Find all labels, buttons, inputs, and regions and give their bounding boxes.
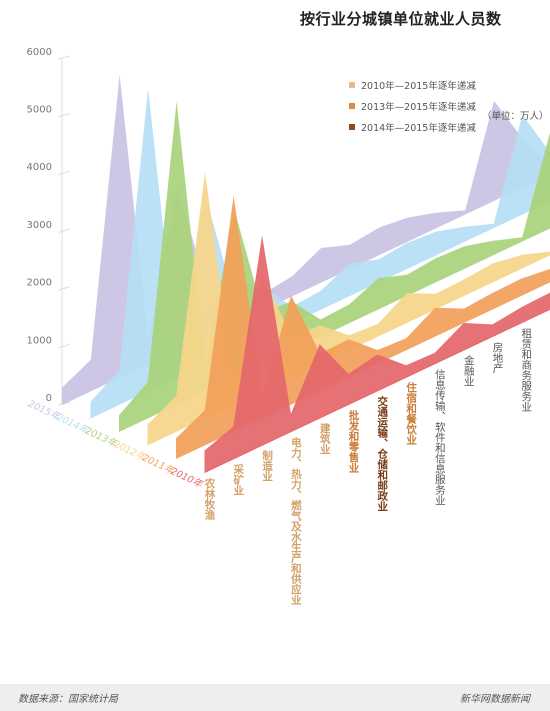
series-label-2010年: 2010年 [169, 465, 206, 491]
category-label-7: 住宿和餐饮业 [405, 382, 418, 446]
category-label-6: 交通运输、仓储和邮政业 [376, 395, 389, 512]
y-tick-4000: 4000 [27, 162, 52, 173]
chart-title: 按行业分城镇单位就业人员数 [300, 10, 502, 28]
legend-item-3: 2014年—2015年逐年递减 [349, 120, 476, 134]
category-label-10: 房地产 [491, 341, 504, 374]
legend-label-1: 2010年—2015年逐年递减 [361, 81, 476, 92]
category-label-4: 建筑业 [318, 423, 331, 455]
category-label-9: 金融业 [462, 355, 475, 387]
legend-swatch-3 [349, 124, 355, 130]
category-label-0: 农林牧渔 [203, 477, 216, 520]
category-label-5: 批发和零售业 [347, 409, 360, 473]
front-baseline [204, 308, 550, 473]
legend-swatch-2 [349, 103, 355, 109]
category-label-2: 制造业 [261, 450, 274, 482]
brand-credit: 新华网数据新闻 [460, 694, 530, 705]
y-gridline [57, 343, 71, 349]
category-label-3: 电力、热力、燃气及水生产和供应业 [289, 436, 302, 605]
y-gridline [57, 113, 71, 118]
legend-item-2: 2013年—2015年逐年递减 [349, 99, 476, 113]
legend-swatch-1 [349, 82, 355, 88]
series-area-2010年 [204, 235, 550, 473]
category-label-11: 租赁和商务服务业 [520, 327, 533, 412]
y-gridline [57, 170, 71, 176]
y-gridline [57, 286, 71, 291]
y-tick-3000: 3000 [27, 220, 52, 231]
y-tick-6000: 6000 [27, 47, 52, 58]
legend-item-1: 2010年—2015年逐年递减 [349, 78, 476, 92]
footer-bar: 数据来源：国家统计局 新华网数据新闻 [0, 684, 550, 711]
y-tick-1000: 1000 [27, 335, 52, 346]
y-gridline [57, 55, 71, 60]
unit-label: （单位：万人） [482, 111, 549, 122]
y-tick-0: 0 [46, 393, 52, 404]
category-label-8: 信息传输、软件和信息服务业 [433, 368, 446, 506]
y-gridline [57, 228, 71, 233]
category-label-1: 采矿业 [232, 463, 245, 496]
y-tick-2000: 2000 [27, 278, 52, 289]
legend-label-3: 2014年—2015年逐年递减 [361, 123, 476, 134]
legend-label-2: 2013年—2015年逐年递减 [361, 102, 476, 113]
y-tick-5000: 5000 [27, 105, 52, 116]
data-source: 数据来源：国家统计局 [18, 694, 118, 705]
